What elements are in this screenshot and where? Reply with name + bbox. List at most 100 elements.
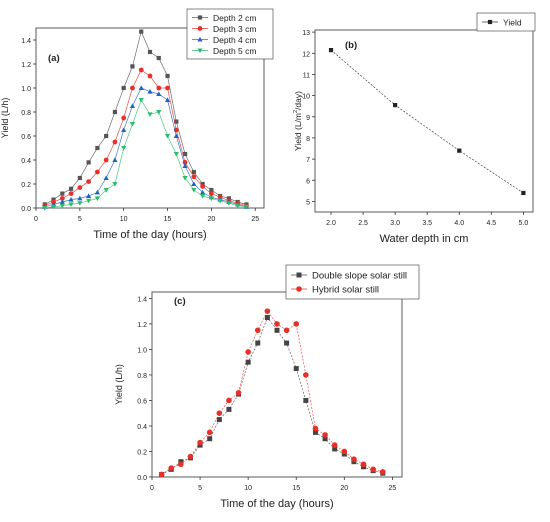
data-point [138,85,144,90]
data-point [174,119,179,124]
x-tick-label: 4.5 [486,220,496,227]
y-tick-label: 0.6 [21,134,31,141]
legend-marker [296,286,302,292]
legend-label: Hybrid solar still [312,285,379,296]
panel-label: (a) [48,53,60,64]
data-point [164,134,171,139]
legend-marker [197,26,203,31]
data-point [168,465,175,471]
x-tick-label: 15 [164,216,172,223]
data-point [165,73,170,79]
data-point [283,327,290,334]
legend-label: Depth 3 cm [213,24,256,34]
data-point [130,64,135,69]
data-point [245,349,251,355]
y-tick-label: 10 [302,94,310,101]
data-point [95,145,100,151]
data-point [130,85,135,91]
data-point [254,327,261,334]
data-point [207,436,213,442]
x-tick-label: 5 [78,216,82,223]
data-point [182,163,188,168]
y-tick-label: 0.0 [137,475,147,482]
plot-frame [314,29,534,213]
y-tick-label: 13 [302,30,310,37]
x-tick-label: 0 [34,216,38,223]
data-point [112,109,118,115]
y-tick-label: 6 [306,178,310,185]
data-point [393,103,398,108]
panel-label: (c) [174,296,186,307]
data-point [86,193,92,198]
legend-label: Depth 4 cm [213,35,256,45]
data-point [86,160,91,165]
series-line [161,316,383,475]
data-point [121,127,127,132]
x-tick-label: 2.5 [358,220,368,227]
data-point [156,85,162,91]
data-point [147,73,153,79]
data-point [379,469,386,475]
data-point [112,139,118,145]
data-point [226,201,232,206]
series-line [330,49,524,194]
data-point [68,202,74,207]
y-tick-label: 0.2 [21,182,31,189]
plot-frame [151,291,403,478]
data-point [86,179,92,185]
data-point [121,85,126,91]
data-point [226,397,232,404]
data-point [206,429,213,436]
data-point [156,91,162,96]
data-point [77,185,83,191]
data-point [274,321,280,327]
data-point [173,152,179,157]
data-point [200,194,206,199]
data-point [370,466,376,473]
series-line [44,99,247,209]
y-tick-label: 1.4 [137,296,147,303]
y-tick-label: 0.8 [21,110,31,117]
data-point [112,182,118,187]
data-point [103,175,109,180]
data-point [328,48,334,53]
data-point [94,196,100,201]
data-point [351,456,357,462]
legend-marker [487,19,493,25]
x-axis-label: Time of the day (hours) [220,498,333,510]
data-point [208,191,214,197]
x-axis-label: Time of the day (hours) [93,229,206,241]
legend-marker [296,272,302,278]
x-tick-label: 5.0 [519,220,529,227]
x-tick-label: 25 [251,216,259,223]
y-tick-label: 0.4 [137,424,147,431]
y-axis-label: Yield (L/m2/day) [293,91,303,151]
data-point [68,197,74,202]
y-tick-label: 0.0 [21,206,31,213]
data-point [209,187,214,193]
data-point [59,199,65,204]
x-tick-label: 10 [244,485,252,492]
data-point [147,89,153,94]
data-point [191,169,196,175]
x-tick-label: 2.0 [326,220,336,227]
data-point [112,157,118,162]
legend-marker [197,15,203,20]
data-point [200,189,206,195]
legend-label: Depth 2 cm [213,13,256,23]
data-point [129,122,136,127]
legend-label: Depth 5 cm [213,46,256,56]
data-point [322,436,328,442]
data-point [303,397,309,403]
data-point [208,196,214,201]
data-point [59,203,65,209]
data-point [255,340,261,346]
y-tick-label: 1.2 [137,322,147,329]
data-point [197,439,203,446]
data-point [235,203,241,209]
data-point [68,191,74,197]
data-point [284,340,290,346]
data-point [103,188,109,193]
data-point [147,112,153,117]
